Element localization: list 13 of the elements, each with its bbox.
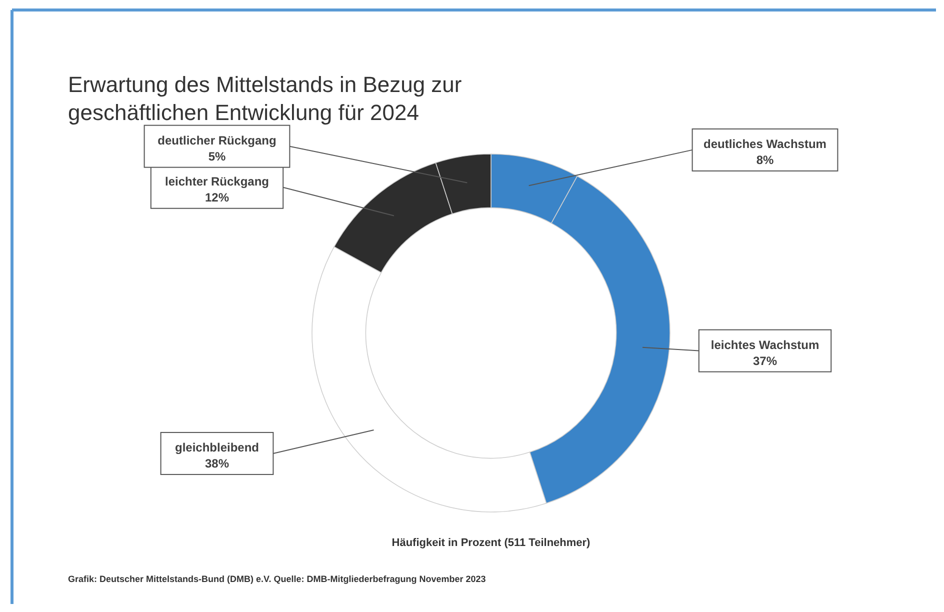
data-label: 8%	[756, 152, 774, 167]
chart-title: Erwartung des Mittelstands in Bezug zur geschäftlichen Entwicklung für 2024	[68, 72, 462, 125]
data-label: 38%	[204, 456, 230, 470]
slice-label: gleichbleibend	[174, 440, 260, 454]
slice-label: deutlicher Rückgang	[158, 133, 276, 148]
text: Häufigkeit in Prozent (511 Teilnehmer)	[392, 537, 591, 549]
text: Grafik: Deutscher Mittelstands-Bund (DMB) e.V. Quelle: DMB-Mitgliederbefragung November 2023	[68, 574, 486, 584]
slice-label: leichtes Wachstum	[710, 338, 820, 352]
data-label: 5%	[208, 149, 226, 164]
data-label: 37%	[752, 354, 778, 368]
slice-label: leichter Rückgang	[164, 174, 270, 188]
slice-label: deutliches Wachstum	[704, 136, 826, 151]
data-label: 12%	[204, 190, 230, 204]
